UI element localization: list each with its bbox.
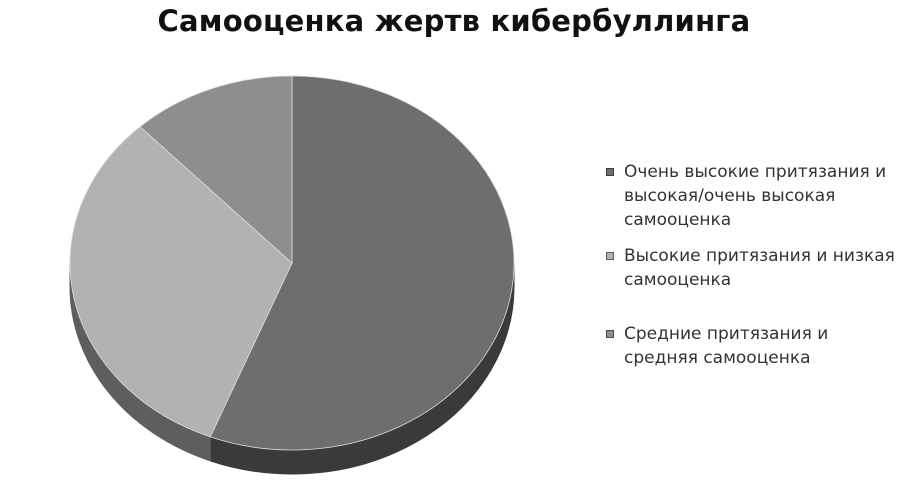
legend-label: Высокие притязания и низкая самооценка xyxy=(624,246,895,290)
legend-item: Высокие притязания и низкая самооценка xyxy=(604,244,904,292)
legend-swatch xyxy=(606,168,614,176)
pie-top xyxy=(69,75,515,451)
pie-slice xyxy=(69,126,293,438)
legend-swatch xyxy=(606,252,614,260)
legend-label: Очень высокие притязания и высокая/очень… xyxy=(624,162,887,230)
legend-swatch xyxy=(606,330,614,338)
legend-item: Очень высокие притязания и высокая/очень… xyxy=(604,160,904,232)
legend-label: Средние притязания и средняя самооценка xyxy=(624,324,829,368)
chart-title: Самооценка жертв кибербуллинга xyxy=(157,4,751,38)
pie-slice xyxy=(209,75,515,451)
pie-slice xyxy=(139,75,293,264)
legend: Очень высокие притязания и высокая/очень… xyxy=(604,160,904,370)
legend-item: Средние притязания и средняя самооценка xyxy=(604,322,904,370)
